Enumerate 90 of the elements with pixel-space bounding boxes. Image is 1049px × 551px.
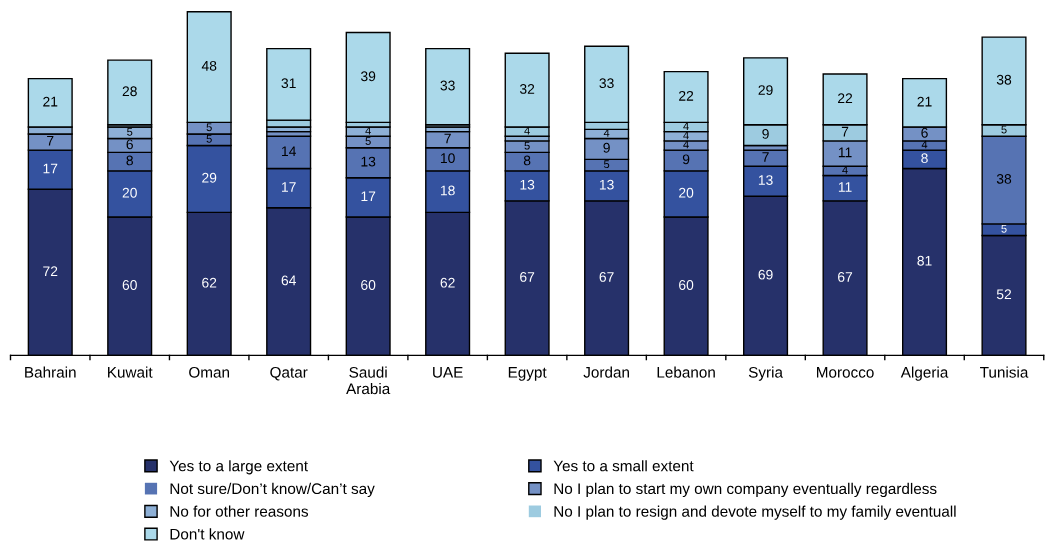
legend-label: Don't know (170, 528, 245, 540)
data-label: 20 (679, 187, 694, 198)
data-label: 4 (365, 126, 371, 135)
x-tick-label: Morocco (817, 367, 874, 378)
data-label: 6 (126, 139, 133, 150)
x-tick-label: UAE (433, 367, 463, 378)
data-label: 9 (682, 154, 690, 165)
data-label: 32 (519, 84, 535, 94)
data-label: 8 (126, 155, 133, 166)
data-label: 5 (206, 134, 212, 143)
data-label: 14 (282, 146, 296, 156)
x-tick-label: Lebanon (657, 366, 715, 378)
data-label: 10 (440, 153, 455, 164)
data-label: 7 (47, 136, 54, 146)
data-label: 18 (440, 185, 455, 196)
data-label: 4 (683, 131, 689, 140)
data-label: 13 (599, 179, 614, 190)
data-label: 72 (43, 266, 58, 276)
x-tick-label: Jordan (583, 366, 629, 378)
data-label: 8 (523, 155, 531, 166)
data-label: 39 (360, 71, 376, 82)
data-label: 22 (838, 93, 853, 103)
data-label: 69 (758, 269, 773, 280)
x-tick-label: Algeria (900, 366, 949, 381)
x-tick-label: Saudi Arabia (346, 366, 391, 395)
data-label: 29 (202, 172, 217, 183)
data-label: 21 (917, 96, 932, 107)
data-label: 31 (281, 78, 296, 89)
data-label: 7 (444, 133, 451, 144)
data-label: 67 (838, 272, 853, 282)
data-label: 5 (206, 123, 212, 132)
data-label: 17 (361, 191, 376, 201)
data-label: 60 (679, 280, 694, 290)
data-label: 28 (122, 86, 137, 97)
x-tick-label: Kuwait (108, 366, 153, 378)
data-label: 9 (762, 129, 769, 139)
data-label: 21 (43, 96, 58, 107)
data-label: 60 (122, 280, 137, 290)
data-label: 17 (43, 163, 58, 174)
data-label: 38 (996, 74, 1012, 85)
data-label: 11 (838, 182, 852, 192)
data-label: 13 (758, 175, 773, 185)
data-label: 11 (838, 147, 852, 158)
data-label: 33 (440, 80, 455, 91)
x-tick-label: Tunisia (980, 366, 1029, 378)
legend-label: No I plan to start my own company eventually regardless (554, 482, 937, 498)
data-label: 33 (599, 78, 614, 89)
legend-label: Yes to a large extent (169, 460, 308, 475)
data-label: 13 (361, 156, 376, 167)
data-label: 5 (524, 141, 530, 150)
data-label: 38 (996, 173, 1012, 184)
legend-label: Yes to a small extent (553, 460, 694, 472)
data-label: 8 (921, 153, 928, 164)
data-label: 52 (996, 289, 1012, 300)
legend-label: No I plan to resign and devote myself to my family eventuall (554, 505, 956, 520)
x-tick-label: Egypt (508, 367, 547, 381)
data-label: 48 (201, 60, 217, 71)
data-label: 4 (524, 126, 530, 135)
x-tick-label: Syria (748, 366, 783, 381)
data-label: 62 (202, 277, 217, 288)
data-label: 29 (758, 85, 773, 96)
data-label: 81 (917, 255, 932, 266)
data-label: 4 (921, 140, 928, 149)
data-label: 64 (281, 275, 296, 286)
data-label: 60 (361, 280, 376, 290)
legend-label: No for other reasons (170, 505, 309, 517)
data-label: 5 (1001, 224, 1007, 233)
data-label: 22 (679, 90, 694, 101)
data-label: 6 (921, 127, 928, 138)
x-tick-label: Oman (189, 366, 230, 378)
data-label: 17 (282, 182, 296, 192)
legend-label: Not sure/Don’t know/Can’t say (170, 482, 375, 498)
data-label: 7 (841, 126, 849, 137)
data-label: 4 (683, 140, 689, 149)
data-label: 13 (520, 179, 535, 190)
data-label: 67 (520, 272, 535, 282)
data-label: 20 (122, 187, 137, 198)
data-label: 5 (603, 160, 610, 169)
data-label: 9 (603, 142, 610, 153)
x-tick-label: Bahrain (25, 366, 76, 378)
data-label: 5 (365, 137, 371, 146)
data-label: 62 (440, 277, 455, 288)
data-label: 67 (599, 272, 614, 282)
data-label: 5 (127, 128, 133, 136)
bar (425, 47, 471, 126)
data-label: 5 (1001, 125, 1007, 134)
bar (345, 31, 391, 124)
bar (107, 59, 153, 126)
x-tick-label: Qatar (270, 366, 308, 381)
data-label: 7 (762, 152, 769, 162)
